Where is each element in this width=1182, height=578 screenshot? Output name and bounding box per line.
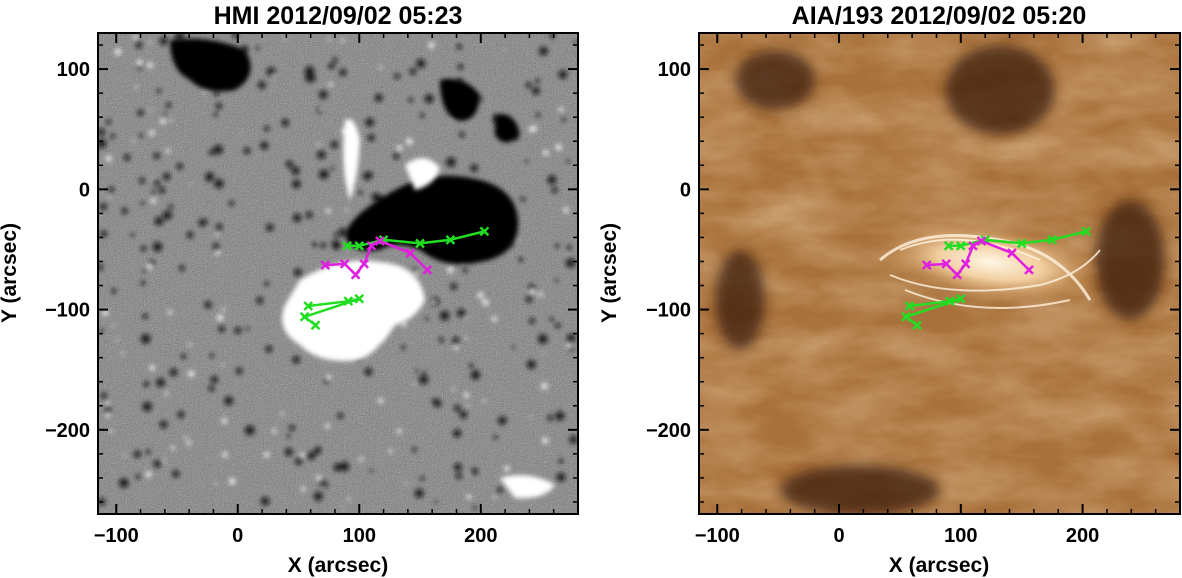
hmi-track-marker xyxy=(339,258,350,269)
hmi-track-marker xyxy=(359,258,370,269)
aia-x-tick-label: 200 xyxy=(1066,525,1099,547)
aia-y-tick-label: 0 xyxy=(680,179,691,201)
hmi-track-marker xyxy=(354,240,365,251)
aia-track-marker xyxy=(976,236,987,246)
aia-track-marker xyxy=(944,296,955,307)
hmi-ticks xyxy=(98,33,578,514)
hmi-track-marker xyxy=(415,238,425,249)
hmi-x-tick-label: 200 xyxy=(464,525,497,547)
hmi-track-marker xyxy=(422,265,433,275)
aia-track-marker xyxy=(901,311,911,322)
aia-track-marker xyxy=(955,240,966,251)
hmi-track-marker xyxy=(479,226,490,237)
hmi-track-marker xyxy=(303,301,314,311)
aia-track-marker xyxy=(960,258,971,269)
hmi-x-tick-label: −100 xyxy=(94,525,139,547)
aia-x-tick-label: 0 xyxy=(833,525,844,547)
hmi-track-green_upper xyxy=(347,230,485,248)
aia-y-tick-label: 100 xyxy=(658,59,691,81)
aia-xlabel: X (arcsec) xyxy=(889,554,989,577)
aia-ticks xyxy=(699,33,1180,514)
aia-track-marker xyxy=(1024,265,1034,275)
hmi-y-tick-label: −100 xyxy=(45,300,90,322)
aia-track-marker xyxy=(1081,226,1092,237)
aia-track-marker xyxy=(952,269,963,280)
aia-track-marker xyxy=(943,240,954,251)
hmi-image xyxy=(98,33,578,514)
aia-track-marker xyxy=(1007,248,1017,258)
aia-tracks xyxy=(901,226,1092,331)
hmi-xlabel: X (arcsec) xyxy=(288,554,388,577)
hmi-track-marker xyxy=(343,296,354,307)
hmi-track-marker xyxy=(299,311,310,322)
aia-track-marker xyxy=(1047,234,1058,245)
aia-track-marker xyxy=(904,301,915,311)
hmi-x-tick-label: 0 xyxy=(232,525,243,547)
aia-track-marker xyxy=(955,293,966,304)
aia-ylabel: Y (arcsec) xyxy=(598,223,621,323)
hmi-y-tick-label: 0 xyxy=(79,179,90,201)
aia-image xyxy=(699,33,1180,514)
aia-track-marker xyxy=(968,240,978,251)
aia-x-tick-label: −100 xyxy=(695,525,740,547)
aia-y-tick-label: −100 xyxy=(646,300,691,322)
hmi-x-tick-label: 100 xyxy=(343,525,376,547)
aia-panel: AIA/193 2012/09/02 05:20 xyxy=(598,2,1181,577)
hmi-track-marker xyxy=(354,293,365,304)
hmi-track-marker xyxy=(320,260,331,270)
hmi-title: HMI 2012/09/02 05:23 xyxy=(214,2,463,30)
hmi-track-marker xyxy=(375,236,385,246)
hmi-y-tick-label: −200 xyxy=(45,420,90,442)
aia-track-marker xyxy=(921,260,932,270)
hmi-y-tick-label: 100 xyxy=(57,59,90,81)
hmi-track-marker xyxy=(445,234,456,245)
aia-x-tick-label: 100 xyxy=(944,525,977,547)
aia-track-marker xyxy=(941,258,952,269)
aia-y-tick-label: −200 xyxy=(646,420,691,442)
aia-track-marker xyxy=(1016,238,1027,249)
aia-track-green_upper xyxy=(948,230,1087,248)
hmi-track-marker xyxy=(366,240,377,251)
hmi-tracks xyxy=(299,226,490,331)
aia-track-marker xyxy=(912,320,922,331)
hmi-track-marker xyxy=(310,320,321,331)
hmi-track-marker xyxy=(342,240,352,251)
aia-title: AIA/193 2012/09/02 05:20 xyxy=(792,2,1087,30)
hmi-track-marker xyxy=(350,269,361,280)
hmi-track-marker xyxy=(405,248,416,258)
hmi-ylabel: Y (arcsec) xyxy=(0,223,21,323)
